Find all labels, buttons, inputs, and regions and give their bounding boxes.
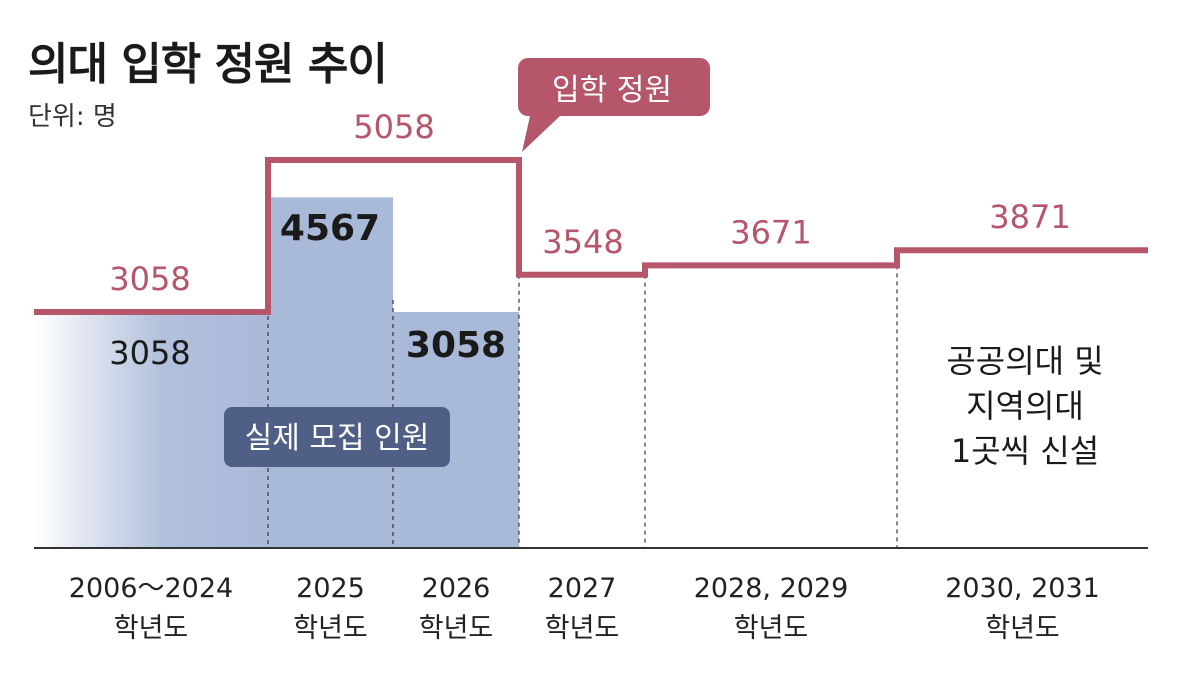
quota-legend-label: 입학 정원 <box>552 73 672 108</box>
unit-label: 단위: 명 <box>28 102 117 132</box>
annotation-line-2: 지역의대 <box>966 387 1084 425</box>
quota-value-label-1: 5058 <box>353 108 434 146</box>
actual-legend-box <box>224 407 450 467</box>
category-sublabel-2: 학년도 <box>419 613 494 644</box>
category-sublabel-3: 학년도 <box>545 613 620 644</box>
category-sublabel-5: 학년도 <box>985 613 1060 644</box>
category-label-3: 2027 <box>548 573 617 604</box>
category-sublabel-0: 학년도 <box>114 613 189 644</box>
category-sublabel-1: 학년도 <box>293 613 368 644</box>
actual-value-label-2: 3058 <box>406 325 506 366</box>
quota-value-label-2: 3548 <box>542 223 623 261</box>
category-label-1: 2025 <box>296 573 365 604</box>
quota-value-label-3: 3671 <box>730 213 811 251</box>
quota-value-label-4: 3871 <box>989 198 1070 236</box>
actual-value-label-0: 3058 <box>109 334 190 372</box>
category-label-4: 2028, 2029 <box>694 573 849 604</box>
quota-value-label-0: 3058 <box>109 260 190 298</box>
bar-actual-1 <box>268 197 393 549</box>
quota-legend-box <box>518 58 710 152</box>
annotation-line-1: 공공의대 및 <box>946 342 1103 380</box>
category-label-5: 2030, 2031 <box>945 573 1100 604</box>
category-sublabel-4: 학년도 <box>734 613 809 644</box>
actual-legend-label: 실제 모집 인원 <box>245 421 430 456</box>
chart-title: 의대 입학 정원 추이 <box>28 39 388 90</box>
actual-value-label-1: 4567 <box>280 208 380 249</box>
category-label-2: 2026 <box>422 573 491 604</box>
annotation-line-3: 1곳씩 신설 <box>951 432 1099 470</box>
quota-step-line <box>34 157 1148 315</box>
category-label-0: 2006～2024 <box>69 573 233 604</box>
